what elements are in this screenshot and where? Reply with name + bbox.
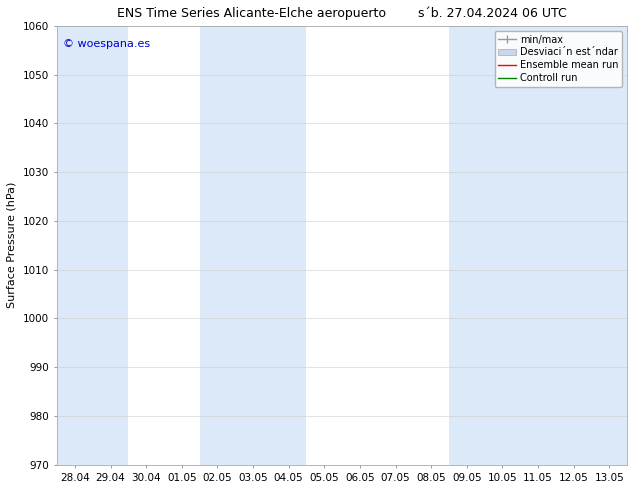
Bar bbox=[556, 26, 592, 465]
Y-axis label: Surface Pressure (hPa): Surface Pressure (hPa) bbox=[7, 182, 17, 308]
Bar bbox=[57, 26, 93, 465]
Bar bbox=[93, 26, 128, 465]
Bar bbox=[592, 26, 627, 465]
Legend: min/max, Desviaci´n est´ndar, Ensemble mean run, Controll run: min/max, Desviaci´n est´ndar, Ensemble m… bbox=[495, 31, 622, 87]
Bar bbox=[271, 26, 306, 465]
Bar bbox=[200, 26, 235, 465]
Title: ENS Time Series Alicante-Elche aeropuerto        s´b. 27.04.2024 06 UTC: ENS Time Series Alicante-Elche aeropuert… bbox=[117, 7, 567, 21]
Bar bbox=[520, 26, 556, 465]
Text: © woespana.es: © woespana.es bbox=[63, 39, 150, 49]
Bar bbox=[484, 26, 520, 465]
Bar bbox=[449, 26, 484, 465]
Bar bbox=[235, 26, 271, 465]
